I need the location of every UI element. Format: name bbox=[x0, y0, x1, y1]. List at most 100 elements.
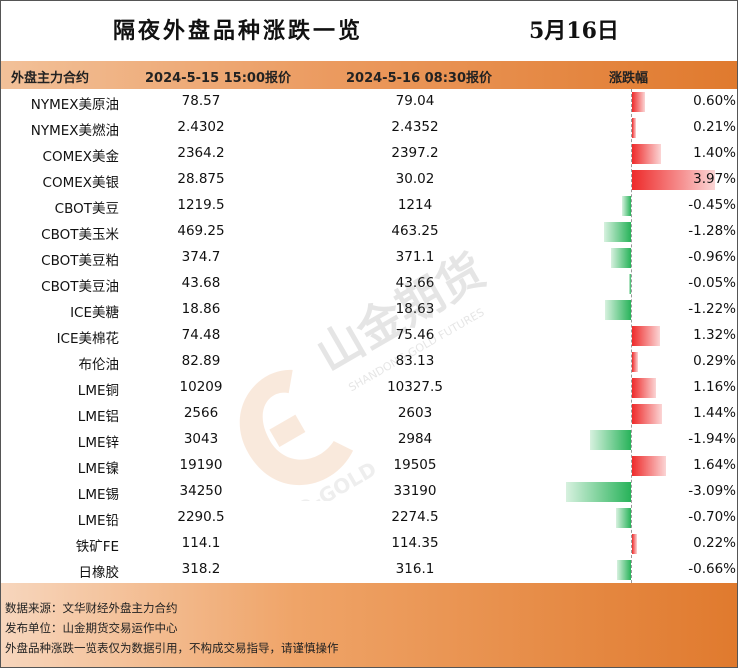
footer-disclaimer: 外盘品种涨跌一览表仅为数据引用，不构成交易指导，请谨慎操作 bbox=[5, 641, 339, 655]
table-row: ICE美棉花 74.48 75.46 1.32% bbox=[1, 323, 737, 349]
change-percent: 1.16% bbox=[693, 379, 736, 395]
title-bar: 隔夜外盘品种涨跌一览 5月16日 bbox=[1, 1, 737, 61]
new-quote: 2603 bbox=[397, 405, 433, 421]
zero-axis-line bbox=[631, 89, 633, 583]
change-percent: 1.44% bbox=[693, 405, 736, 421]
new-quote: 30.02 bbox=[395, 171, 435, 187]
contract-name: 日橡胶 bbox=[78, 565, 120, 581]
old-quote: 10209 bbox=[179, 379, 223, 395]
old-quote: 3043 bbox=[183, 431, 219, 447]
table-row: LME锡 34250 33190 -3.09% bbox=[1, 479, 737, 505]
change-bar-up bbox=[632, 534, 637, 554]
contract-name: COMEX美金 bbox=[42, 149, 119, 165]
old-quote: 19190 bbox=[179, 457, 223, 473]
change-bar-up bbox=[632, 118, 637, 138]
table-row: 铁矿FE 114.1 114.35 0.22% bbox=[1, 531, 737, 557]
table-row: NYMEX美燃油 2.4302 2.4352 0.21% bbox=[1, 115, 737, 141]
new-quote: 2274.5 bbox=[391, 509, 439, 525]
change-bar-up bbox=[632, 404, 663, 424]
change-percent: 0.21% bbox=[693, 119, 736, 135]
change-percent: 1.40% bbox=[693, 145, 736, 161]
change-percent: -0.66% bbox=[688, 561, 736, 577]
change-percent: -1.94% bbox=[688, 431, 736, 447]
table-row: LME锌 3043 2984 -1.94% bbox=[1, 427, 737, 453]
contract-name: LME铜 bbox=[77, 383, 119, 399]
table-row: CBOT美豆油 43.68 43.66 -0.05% bbox=[1, 271, 737, 297]
header-change: 涨跌幅 bbox=[609, 71, 649, 86]
change-bar-down bbox=[629, 274, 631, 294]
change-bar-up bbox=[632, 144, 662, 164]
footer-source: 数据来源：文华财经外盘主力合约 bbox=[5, 601, 178, 615]
change-bar-down bbox=[621, 196, 631, 216]
change-percent: 1.64% bbox=[693, 457, 736, 473]
old-quote: 374.7 bbox=[181, 249, 221, 265]
table-header: 外盘主力合约 2024-5-15 15:00报价 2024-5-16 08:30… bbox=[1, 61, 737, 89]
change-bar-up bbox=[632, 92, 645, 112]
contract-name: LME锡 bbox=[77, 487, 119, 503]
old-quote: 82.89 bbox=[181, 353, 221, 369]
change-bar-up bbox=[632, 326, 660, 346]
old-quote: 2364.2 bbox=[177, 145, 225, 161]
old-quote: 18.86 bbox=[181, 301, 221, 317]
header-contract: 外盘主力合约 bbox=[11, 71, 90, 86]
new-quote: 2.4352 bbox=[391, 119, 439, 135]
contract-name: 铁矿FE bbox=[75, 539, 119, 555]
contract-name: 布伦油 bbox=[78, 357, 120, 373]
table-row: ICE美糖 18.86 18.63 -1.22% bbox=[1, 297, 737, 323]
change-bar-up bbox=[632, 378, 657, 398]
page-title: 隔夜外盘品种涨跌一览 bbox=[113, 18, 364, 44]
change-percent: -0.45% bbox=[688, 197, 736, 213]
old-quote: 2.4302 bbox=[177, 119, 225, 135]
old-quote: 28.875 bbox=[177, 171, 225, 187]
change-bar-down bbox=[566, 482, 631, 502]
change-percent: -1.28% bbox=[688, 223, 736, 239]
contract-name: CBOT美玉米 bbox=[41, 227, 119, 243]
contract-name: CBOT美豆油 bbox=[41, 279, 119, 295]
table-row: COMEX美金 2364.2 2397.2 1.40% bbox=[1, 141, 737, 167]
new-quote: 79.04 bbox=[395, 93, 435, 109]
old-quote: 114.1 bbox=[181, 535, 221, 551]
change-bar-down bbox=[610, 248, 631, 268]
contract-name: ICE美棉花 bbox=[56, 331, 119, 347]
change-percent: 1.32% bbox=[693, 327, 736, 343]
table-row: CBOT美豆粕 374.7 371.1 -0.96% bbox=[1, 245, 737, 271]
contract-name: NYMEX美燃油 bbox=[30, 123, 119, 139]
change-bar-up bbox=[632, 352, 639, 372]
footer: 数据来源：文华财经外盘主力合约 发布单位：山金期货交易运作中心 外盘品种涨跌一览… bbox=[1, 583, 737, 667]
new-quote: 18.63 bbox=[395, 301, 435, 317]
change-bar-down bbox=[616, 508, 631, 528]
contract-name: LME镍 bbox=[77, 461, 119, 477]
old-quote: 74.48 bbox=[181, 327, 221, 343]
table-body: NYMEX美原油 78.57 79.04 0.60% NYMEX美燃油 2.4302 2.4… bbox=[1, 89, 737, 583]
new-quote: 83.13 bbox=[395, 353, 435, 369]
old-quote: 2566 bbox=[183, 405, 219, 421]
new-quote: 316.1 bbox=[395, 561, 435, 577]
contract-name: CBOT美豆粕 bbox=[41, 253, 119, 269]
old-quote: 78.57 bbox=[181, 93, 221, 109]
header-old-quote: 2024-5-15 15:00报价 bbox=[145, 71, 292, 86]
new-quote: 2397.2 bbox=[391, 145, 439, 161]
change-percent: -1.22% bbox=[688, 301, 736, 317]
change-bar-down bbox=[604, 222, 631, 242]
report-date: 5月16日 bbox=[529, 18, 619, 44]
change-percent: -3.09% bbox=[688, 483, 736, 499]
table-row: LME镍 19190 19505 1.64% bbox=[1, 453, 737, 479]
new-quote: 114.35 bbox=[391, 535, 439, 551]
change-bar-up bbox=[632, 456, 667, 476]
table-row: LME铝 2566 2603 1.44% bbox=[1, 401, 737, 427]
new-quote: 33190 bbox=[393, 483, 437, 499]
contract-name: CBOT美豆 bbox=[54, 201, 119, 217]
new-quote: 2984 bbox=[397, 431, 433, 447]
contract-name: ICE美糖 bbox=[70, 305, 119, 321]
old-quote: 1219.5 bbox=[177, 197, 225, 213]
new-quote: 10327.5 bbox=[387, 379, 443, 395]
change-bar-down bbox=[605, 300, 631, 320]
contract-name: NYMEX美原油 bbox=[30, 97, 119, 113]
old-quote: 318.2 bbox=[181, 561, 221, 577]
table-row: CBOT美豆 1219.5 1214 -0.45% bbox=[1, 193, 737, 219]
contract-name: LME铅 bbox=[77, 513, 119, 529]
new-quote: 463.25 bbox=[391, 223, 439, 239]
change-percent: -0.05% bbox=[688, 275, 736, 291]
change-percent: 0.60% bbox=[693, 93, 736, 109]
old-quote: 2290.5 bbox=[177, 509, 225, 525]
